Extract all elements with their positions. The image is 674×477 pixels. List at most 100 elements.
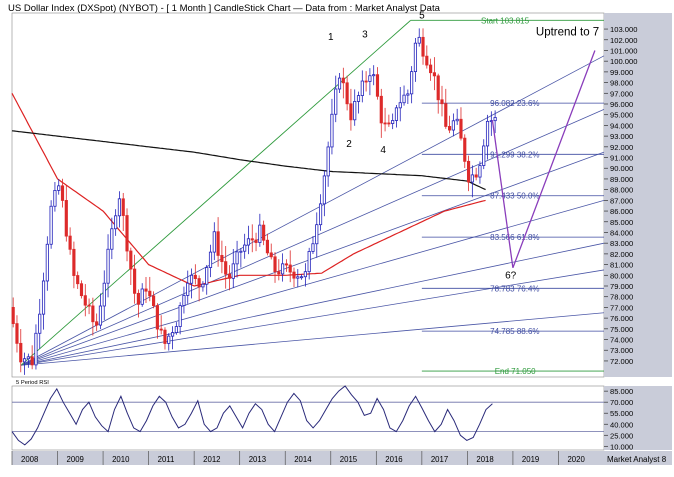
candle-body <box>45 243 49 282</box>
candle-body <box>455 118 459 122</box>
price-tick-label: 101.000 <box>610 46 637 55</box>
price-tick-label: 94.000 <box>610 121 633 130</box>
candle-body <box>406 93 410 96</box>
candle-body <box>402 94 406 104</box>
fan-line <box>21 242 605 366</box>
candles <box>11 28 497 375</box>
projection-and-labels: 1 2 3 4 5 6? Uptrend to 7 <box>328 10 599 281</box>
brand-strip <box>604 451 672 465</box>
candle-body <box>57 185 61 191</box>
candle-body <box>155 305 159 330</box>
candle-body <box>98 305 103 326</box>
candle-body <box>432 72 436 77</box>
candle-body <box>429 64 433 74</box>
candle-body <box>398 102 402 109</box>
candle-body <box>129 250 133 270</box>
candle-body <box>19 342 23 363</box>
moving-average-short <box>11 93 486 287</box>
candle-body <box>318 203 323 226</box>
candle-body <box>334 88 338 115</box>
price-tick-label: 96.000 <box>610 100 633 109</box>
candle-body <box>76 275 80 285</box>
price-tick-label: 73.000 <box>610 346 633 355</box>
candle-body <box>212 231 216 253</box>
candle-body <box>482 145 486 166</box>
candle-body <box>208 251 213 268</box>
candle-body <box>167 335 171 344</box>
fan-line-top <box>20 20 411 366</box>
price-tick-label: 92.000 <box>610 143 633 152</box>
candle-body <box>254 239 258 243</box>
candle-body <box>326 146 330 177</box>
candle-body <box>49 205 53 245</box>
candle-body <box>117 198 122 217</box>
year-tick-label: 2008 <box>21 455 38 464</box>
candle-body <box>330 113 334 148</box>
candle-body <box>125 215 129 252</box>
year-tick-label: 2019 <box>522 455 539 464</box>
candle-body <box>421 36 425 57</box>
wave-label: 5 <box>419 10 425 21</box>
candle-body <box>163 329 167 344</box>
wave-label: 3 <box>362 30 368 41</box>
candle-body <box>470 174 474 183</box>
candle-body <box>356 95 361 102</box>
candle-body <box>258 224 262 243</box>
candle-body <box>296 276 300 279</box>
candle-body <box>451 120 455 131</box>
candle-body <box>277 271 281 275</box>
candle-body <box>227 273 232 279</box>
candle-body <box>345 82 349 105</box>
price-tick-label: 91.000 <box>610 154 633 163</box>
price-tick-label: 72.000 <box>610 357 633 366</box>
price-tick-label: 95.000 <box>610 111 633 120</box>
candle-body <box>201 283 205 288</box>
candle-body <box>288 264 292 273</box>
price-tick-label: 80.000 <box>610 271 633 280</box>
candle-body <box>159 328 163 331</box>
candle-body <box>243 244 247 252</box>
price-tick-label: 87.000 <box>610 196 633 205</box>
rsi-tick-label: 25.000 <box>610 431 633 440</box>
rsi-plot-frame <box>11 385 605 451</box>
price-tick-label: 77.000 <box>610 303 633 312</box>
price-tick-label: 83.000 <box>610 239 633 248</box>
wave-label: 1 <box>328 32 334 43</box>
candle-body <box>292 271 296 279</box>
candle-body <box>193 274 197 279</box>
candle-body <box>106 248 110 284</box>
candle-body <box>224 261 228 275</box>
candle-body <box>413 42 418 73</box>
candle-body <box>133 268 137 294</box>
main-plot-frame <box>11 12 605 378</box>
candle-body <box>311 243 315 252</box>
price-axis-strip <box>604 13 672 377</box>
candle-body <box>22 358 27 363</box>
candle-body <box>136 292 140 305</box>
year-tick-label: 2010 <box>112 455 130 464</box>
candle-body <box>250 238 254 241</box>
candle-body <box>110 228 114 250</box>
fib-level-label: 78.783 76.4% <box>490 284 539 293</box>
year-tick-label: 2018 <box>476 455 493 464</box>
fib-level-label: 91.299 38.2% <box>490 150 539 159</box>
candle-body <box>466 160 471 183</box>
start-level-label: Start 103.815 <box>481 16 530 25</box>
rsi-title: 5 Period RSI <box>16 380 49 386</box>
rsi-tick-label: 40.000 <box>610 420 633 429</box>
candle-body <box>368 75 372 82</box>
year-tick-label: 2015 <box>340 455 358 464</box>
price-tick-label: 85.000 <box>610 218 633 227</box>
year-tick-label: 2017 <box>431 455 448 464</box>
candle-body <box>444 103 448 127</box>
price-tick-label: 88.000 <box>610 186 633 195</box>
wave-label: 2 <box>346 139 352 150</box>
candle-body <box>463 137 467 162</box>
candle-body <box>95 321 99 326</box>
candle-body <box>315 224 319 245</box>
rsi-panel: 5 Period RSI 10.000 25.000 40.000 55.000 70.0… <box>11 380 633 451</box>
year-tick-label: 2014 <box>294 455 312 464</box>
price-tick-label: 86.000 <box>610 207 633 216</box>
fan-line <box>21 269 605 366</box>
